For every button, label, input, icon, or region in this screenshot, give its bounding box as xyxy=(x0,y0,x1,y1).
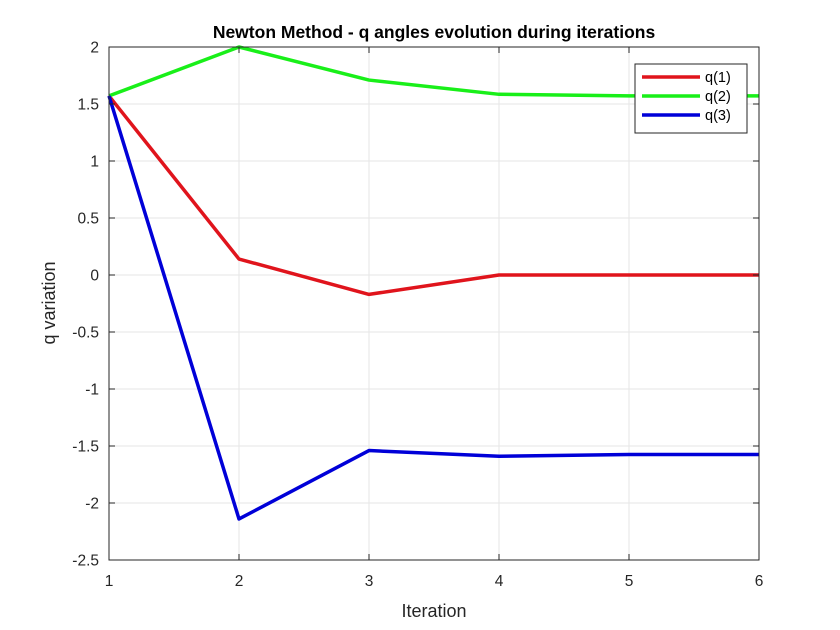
legend-label: q(1) xyxy=(705,70,731,86)
x-tick-label: 3 xyxy=(365,573,374,590)
data-point xyxy=(369,80,370,81)
data-point xyxy=(499,94,500,95)
y-tick-label: -2.5 xyxy=(72,553,99,570)
y-tick-label: 0 xyxy=(90,268,99,285)
legend: q(1) q(2) q(3) xyxy=(634,63,748,134)
y-tick-labels: 2 1.5 1 0.5 0 -0.5 -1 -1.5 -2 -2.5 xyxy=(72,40,99,570)
chart-title: Newton Method - q angles evolution durin… xyxy=(213,22,656,42)
data-point xyxy=(369,294,370,295)
y-tick-label: -1.5 xyxy=(72,439,99,456)
legend-label: q(3) xyxy=(705,108,731,124)
data-point xyxy=(369,450,370,451)
tick-marks xyxy=(108,46,760,561)
data-point xyxy=(629,95,630,96)
x-axis-label: Iteration xyxy=(401,601,466,621)
data-point xyxy=(629,454,630,455)
x-tick-label: 1 xyxy=(105,573,114,590)
x-tick-label: 4 xyxy=(495,573,504,590)
legend-label: q(2) xyxy=(705,89,731,105)
x-tick-labels: 1 2 3 4 5 6 xyxy=(105,573,764,590)
x-tick-label: 5 xyxy=(625,573,634,590)
series-line-q3 xyxy=(107,95,759,521)
series-line-q1 xyxy=(107,94,759,297)
y-tick-label: 2 xyxy=(90,40,99,57)
x-tick-label: 2 xyxy=(235,573,244,590)
y-tick-label: 1 xyxy=(90,154,99,171)
y-tick-label: -2 xyxy=(85,496,99,513)
y-tick-label: -1 xyxy=(85,382,99,399)
x-tick-label: 6 xyxy=(755,573,764,590)
data-point xyxy=(499,456,500,457)
y-tick-label: -0.5 xyxy=(72,325,99,342)
data-point xyxy=(629,275,630,276)
y-tick-label: 0.5 xyxy=(77,211,99,228)
y-axis-label: q variation xyxy=(39,261,59,344)
data-point xyxy=(239,518,240,519)
data-point xyxy=(499,275,500,276)
data-point xyxy=(239,259,240,260)
y-tick-label: 1.5 xyxy=(77,97,99,114)
plot-frame xyxy=(108,46,760,561)
